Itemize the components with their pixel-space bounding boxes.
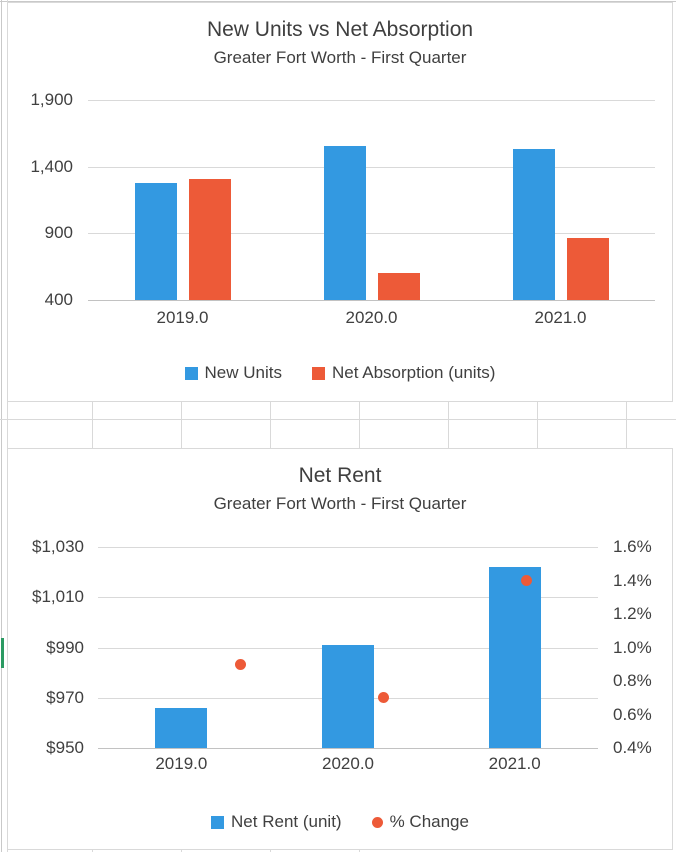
chart1-title: New Units vs Net Absorption bbox=[206, 18, 474, 41]
chart2-legend: Net Rent (unit) % Change bbox=[8, 812, 672, 832]
bar-new-units-2021-0[interactable] bbox=[512, 148, 555, 300]
sheet-col-line-b3 bbox=[270, 850, 271, 852]
y-gridline bbox=[88, 100, 655, 101]
bar-net-absorption-units-2020-0[interactable] bbox=[377, 272, 420, 300]
scatter-point-2020-0[interactable] bbox=[378, 692, 390, 704]
x-axis-category-label: 2021.0 bbox=[488, 754, 541, 773]
bar-net-absorption-units-2021-0[interactable] bbox=[566, 238, 609, 300]
bar-net-absorption-units-2019-0[interactable] bbox=[188, 178, 231, 300]
right-axis-tick-label: 0.4% bbox=[613, 738, 652, 757]
sheet-col-line-6 bbox=[537, 401, 538, 448]
x-axis-category-label: 2019.0 bbox=[156, 308, 209, 327]
x-axis-category-label: 2021.0 bbox=[534, 308, 587, 327]
legend-label-pct-change: % Change bbox=[389, 812, 469, 831]
chart-net-rent[interactable]: Net Rent Greater Fort Worth - First Quar… bbox=[7, 448, 673, 850]
chart1-legend: New Units Net Absorption (units) bbox=[8, 363, 672, 383]
y-axis-tick-label: 1,400 bbox=[30, 156, 73, 176]
right-axis-tick-label: 1.6% bbox=[613, 537, 652, 556]
sheet-col-line-2 bbox=[181, 401, 182, 448]
y-axis-tick-label: 1,900 bbox=[30, 90, 73, 109]
chart2-subtitle: Greater Fort Worth - First Quarter bbox=[213, 494, 467, 513]
left-gridline bbox=[98, 547, 598, 548]
legend-item-new-units[interactable]: New Units bbox=[184, 363, 282, 383]
y-gridline bbox=[88, 166, 655, 168]
net-rent-swatch-icon bbox=[211, 815, 225, 829]
left-gridline bbox=[98, 748, 598, 749]
legend-item-net-absorption[interactable]: Net Absorption (units) bbox=[312, 363, 495, 383]
x-axis-category-label: 2020.0 bbox=[322, 754, 374, 773]
sheet-row-line-mid bbox=[0, 419, 676, 420]
sheet-col-line-7 bbox=[626, 401, 627, 448]
left-axis-tick-label: $990 bbox=[46, 637, 84, 657]
legend-label-new-units: New Units bbox=[204, 363, 282, 382]
sheet-column-a-line bbox=[7, 0, 8, 852]
bar-new-units-2020-0[interactable] bbox=[323, 146, 366, 300]
right-axis-tick-label: 0.8% bbox=[613, 671, 652, 690]
sheet-col-line-1 bbox=[92, 401, 93, 448]
new-units-swatch-icon bbox=[184, 366, 198, 380]
sheet-col-line-5 bbox=[448, 401, 449, 448]
legend-item-net-rent[interactable]: Net Rent (unit) bbox=[211, 812, 342, 832]
left-axis-tick-label: $1,030 bbox=[32, 537, 84, 556]
net-absorption-swatch-icon bbox=[312, 366, 325, 380]
sheet-col-line-b4 bbox=[359, 850, 360, 852]
legend-item-pct-change[interactable]: % Change bbox=[371, 812, 469, 832]
x-axis-category-label: 2020.0 bbox=[345, 308, 398, 327]
bar-net-rent-unit-2021-0[interactable] bbox=[488, 567, 541, 748]
sheet-col-line-b1 bbox=[92, 850, 93, 852]
scatter-point-2019-0[interactable] bbox=[235, 658, 247, 670]
legend-label-net-rent: Net Rent (unit) bbox=[231, 812, 342, 831]
x-axis-category-label: 2019.0 bbox=[155, 754, 208, 773]
left-gridline bbox=[98, 597, 598, 599]
bar-net-rent-unit-2019-0[interactable] bbox=[155, 707, 208, 748]
y-axis-tick-label: 400 bbox=[44, 290, 73, 309]
sheet-selection-accent bbox=[1, 638, 4, 668]
right-axis-tick-label: 1.0% bbox=[613, 637, 652, 657]
sheet-col-line-b2 bbox=[181, 850, 182, 852]
left-axis-tick-label: $1,010 bbox=[32, 587, 84, 607]
sheet-col-line-3 bbox=[270, 401, 271, 448]
sheet-top-row-line bbox=[0, 1, 676, 2]
legend-label-net-absorption: Net Absorption (units) bbox=[332, 363, 496, 382]
y-axis-tick-label: 900 bbox=[44, 223, 73, 243]
right-axis-tick-label: 1.4% bbox=[613, 570, 652, 590]
sheet-col-line-4 bbox=[359, 401, 360, 448]
y-gridline bbox=[88, 300, 655, 301]
chart1-subtitle: Greater Fort Worth - First Quarter bbox=[213, 48, 467, 67]
sheet-left-edge-line bbox=[1, 0, 2, 852]
right-axis-tick-label: 0.6% bbox=[613, 704, 652, 724]
left-axis-tick-label: $970 bbox=[46, 687, 84, 707]
right-axis-tick-label: 1.2% bbox=[613, 604, 652, 623]
pct-change-dot-icon bbox=[371, 816, 383, 828]
chart2-title: Net Rent bbox=[298, 464, 382, 487]
y-gridline bbox=[88, 233, 655, 235]
left-axis-tick-label: $950 bbox=[46, 738, 84, 757]
chart-new-units-vs-net-absorption[interactable]: New Units vs Net Absorption Greater Fort… bbox=[7, 2, 673, 402]
scatter-point-2021-0[interactable] bbox=[521, 575, 533, 586]
bar-net-rent-unit-2020-0[interactable] bbox=[322, 644, 374, 748]
bar-new-units-2019-0[interactable] bbox=[134, 182, 177, 300]
